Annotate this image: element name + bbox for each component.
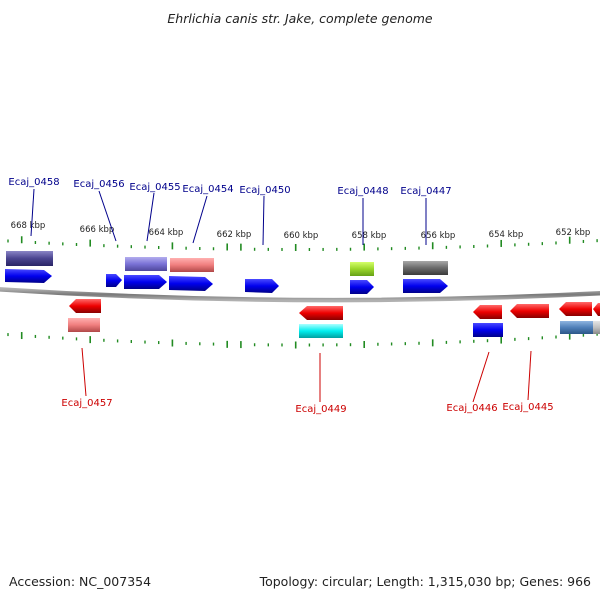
genome-info-text: Topology: circular; Length: 1,315,030 bp… — [259, 574, 591, 589]
connector-line — [98, 190, 117, 242]
gene-arrow[interactable] — [510, 304, 549, 318]
gene-label-ecaj-0456[interactable]: Ecaj_0456 — [73, 179, 124, 190]
gene-label-ecaj-0454[interactable]: Ecaj_0454 — [182, 184, 233, 195]
tick-labels: 668 kbp 666 kbp 664 kbp 662 kbp 660 kbp … — [11, 221, 591, 241]
gene-feature[interactable] — [125, 257, 167, 271]
reverse-gene-labels: Ecaj_0457 Ecaj_0449 Ecaj_0446 Ecaj_0445 — [61, 398, 553, 415]
gene-label-ecaj-0449[interactable]: Ecaj_0449 — [295, 404, 346, 415]
tick-label-654: 654 kbp — [489, 230, 524, 240]
genome-backbone — [0, 287, 600, 303]
tick-marks — [7, 236, 598, 349]
gene-arrow[interactable] — [593, 303, 600, 316]
accession-text: Accession: NC_007354 — [9, 574, 151, 589]
gene-feature[interactable] — [6, 251, 53, 266]
gene-label-ecaj-0457[interactable]: Ecaj_0457 — [61, 398, 112, 409]
gene-arrow[interactable] — [169, 276, 213, 291]
tick-label-652: 652 kbp — [556, 228, 591, 238]
gene-arrow[interactable] — [403, 279, 448, 293]
connector-line — [262, 195, 265, 246]
gene-label-ecaj-0446[interactable]: Ecaj_0446 — [446, 403, 497, 414]
gene-feature[interactable] — [403, 261, 448, 275]
tick-label-664: 664 kbp — [149, 228, 184, 238]
gene-arrow[interactable] — [69, 299, 101, 313]
gene-arrow[interactable] — [124, 275, 167, 289]
gene-feature[interactable] — [560, 321, 594, 334]
tick-label-660: 660 kbp — [284, 231, 319, 241]
gene-label-ecaj-0448[interactable]: Ecaj_0448 — [337, 186, 388, 197]
gene-arrow[interactable] — [299, 306, 343, 320]
connector-line — [527, 350, 532, 401]
forward-strand-genes — [5, 251, 448, 294]
gene-label-ecaj-0455[interactable]: Ecaj_0455 — [129, 182, 180, 193]
gene-arrow[interactable] — [350, 280, 374, 294]
gene-arrow[interactable] — [245, 279, 279, 293]
tick-label-666: 666 kbp — [80, 225, 115, 235]
gene-arrow[interactable] — [473, 305, 502, 319]
tick-label-662: 662 kbp — [217, 230, 252, 240]
tick-label-658: 658 kbp — [352, 231, 387, 241]
gene-feature[interactable] — [593, 321, 600, 334]
gene-feature[interactable] — [473, 323, 503, 337]
connector-line — [192, 195, 208, 244]
label-connectors — [30, 188, 532, 403]
gene-label-ecaj-0445[interactable]: Ecaj_0445 — [502, 402, 553, 413]
reverse-strand-genes — [68, 299, 600, 338]
gene-feature[interactable] — [299, 324, 343, 338]
gene-label-ecaj-0458[interactable]: Ecaj_0458 — [8, 177, 59, 188]
gene-label-ecaj-0450[interactable]: Ecaj_0450 — [239, 185, 290, 196]
connector-line — [472, 351, 490, 403]
map-title: Ehrlichia canis str. Jake, complete geno… — [167, 11, 433, 26]
gene-feature[interactable] — [350, 262, 374, 276]
gene-arrow[interactable] — [106, 274, 122, 287]
gene-label-ecaj-0447[interactable]: Ecaj_0447 — [400, 186, 451, 197]
tick-label-656: 656 kbp — [421, 231, 456, 241]
gene-feature[interactable] — [68, 318, 100, 332]
gene-feature[interactable] — [170, 258, 214, 272]
forward-gene-labels: Ecaj_0458 Ecaj_0456 Ecaj_0455 Ecaj_0454 … — [8, 177, 451, 197]
connector-line — [81, 347, 87, 397]
connector-line — [30, 188, 35, 237]
gene-arrow[interactable] — [559, 302, 592, 316]
gene-arrow[interactable] — [5, 269, 52, 283]
tick-label-668: 668 kbp — [11, 221, 46, 231]
connector-line — [146, 192, 155, 242]
